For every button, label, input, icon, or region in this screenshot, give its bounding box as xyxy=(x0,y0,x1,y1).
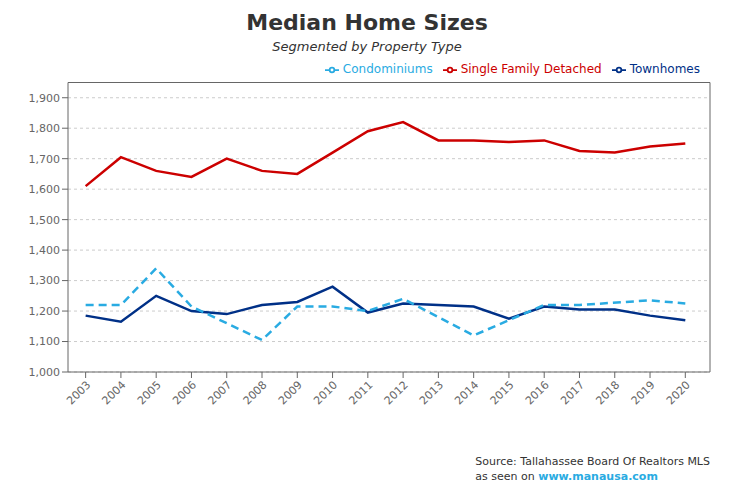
svg-text:2020: 2020 xyxy=(664,378,693,407)
svg-text:1,400: 1,400 xyxy=(29,244,61,257)
html-text:Median Home Sizes: Median Home Sizes xyxy=(246,10,488,35)
html-text:as seen on www.manausa.com: as seen on www.manausa.com xyxy=(475,470,658,483)
html-text:Segmented by Property Type: Segmented by Property Type xyxy=(272,39,462,54)
svg-text:2007: 2007 xyxy=(205,378,234,407)
svg-text:2019: 2019 xyxy=(629,378,658,407)
svg-text:2014: 2014 xyxy=(452,378,481,407)
svg-text:2009: 2009 xyxy=(276,378,305,407)
svg-text:2008: 2008 xyxy=(241,378,270,407)
svg-text:1,300: 1,300 xyxy=(29,274,61,287)
svg-text:2005: 2005 xyxy=(135,378,164,407)
svg-text:1,200: 1,200 xyxy=(29,305,61,318)
svg-text:2010: 2010 xyxy=(311,378,340,407)
html-text:Single Family Detached: Single Family Detached xyxy=(460,62,602,76)
svg-text:2004: 2004 xyxy=(100,378,129,407)
svg-text:1,000: 1,000 xyxy=(29,366,61,379)
svg-text:2017: 2017 xyxy=(558,378,587,407)
html-text:Condominiums: Condominiums xyxy=(342,62,433,76)
html-text:Townhomes: Townhomes xyxy=(629,62,700,76)
svg-text:2013: 2013 xyxy=(417,378,446,407)
svg-text:1,900: 1,900 xyxy=(29,92,61,105)
svg-text:1,100: 1,100 xyxy=(29,335,61,348)
svg-text:2015: 2015 xyxy=(488,378,517,407)
svg-text:2018: 2018 xyxy=(593,378,622,407)
svg-text:2016: 2016 xyxy=(523,378,552,407)
svg-text:1,800: 1,800 xyxy=(29,122,61,135)
svg-text:2003: 2003 xyxy=(64,378,93,407)
svg-text:1,600: 1,600 xyxy=(29,183,61,196)
svg-text:2011: 2011 xyxy=(346,378,375,407)
svg-text:1,500: 1,500 xyxy=(29,214,61,227)
svg-text:2006: 2006 xyxy=(170,378,199,407)
svg-text:1,700: 1,700 xyxy=(29,153,61,166)
html-text:Source: Tallahassee Board Of R: Source: Tallahassee Board Of Realtors ML… xyxy=(475,455,710,468)
svg-text:2012: 2012 xyxy=(382,378,411,407)
